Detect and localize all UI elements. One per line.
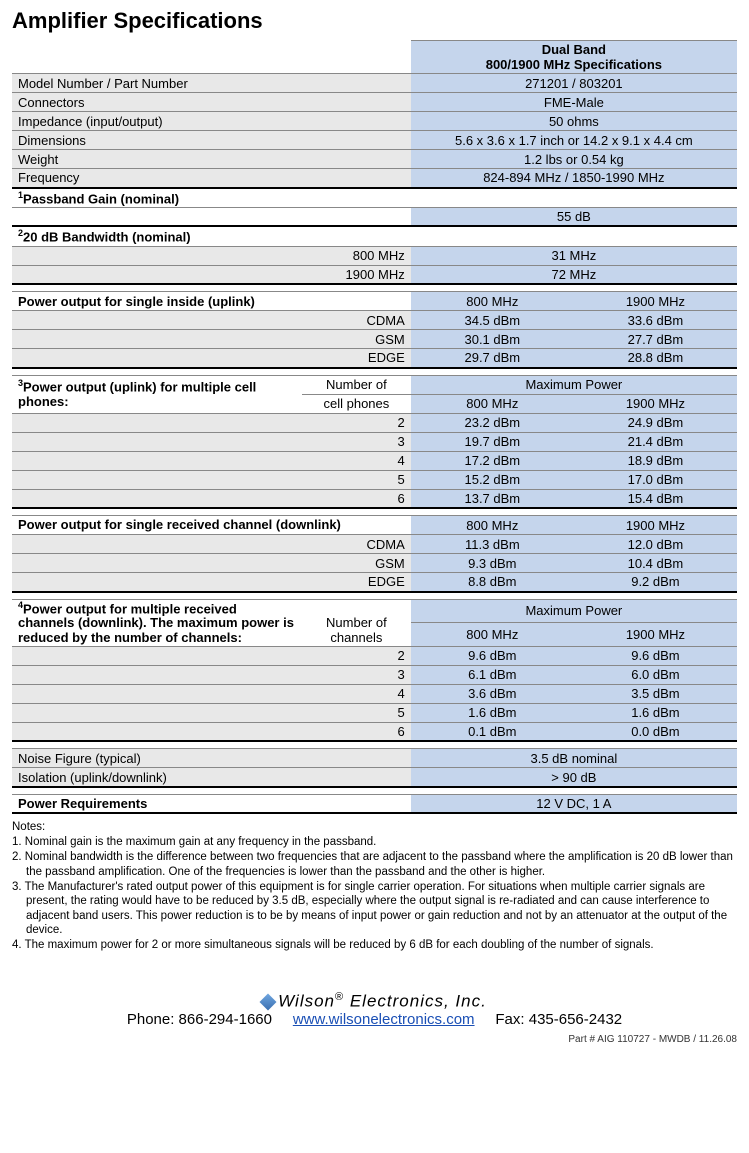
spec-table-misc: Noise Figure (typical)3.5 dB nominal Iso… [12, 748, 737, 788]
spec-table-uplink-single: Power output for single inside (uplink) … [12, 291, 737, 369]
section-row: 220 dB Bandwidth (nominal) [12, 226, 737, 246]
table-row: 43.6 dBm3.5 dBm [12, 684, 737, 703]
table-row: 613.7 dBm15.4 dBm [12, 489, 737, 508]
note-item: 4. The maximum power for 2 or more simul… [12, 938, 737, 952]
table-row: Impedance (input/output)50 ohms [12, 112, 737, 131]
table-row: 1900 MHz72 MHz [12, 265, 737, 284]
note-item: 1. Nominal gain is the maximum gain at a… [12, 835, 737, 849]
website-link[interactable]: www.wilsonelectronics.com [293, 1011, 475, 1028]
note-item: 2. Nominal bandwidth is the difference b… [12, 850, 737, 879]
table-row: 319.7 dBm21.4 dBm [12, 432, 737, 451]
diamond-icon [260, 993, 277, 1010]
table-row: 417.2 dBm18.9 dBm [12, 451, 737, 470]
table-row: EDGE8.8 dBm9.2 dBm [12, 573, 737, 592]
spec-table-downlink-multi: 4Power output for multiple received chan… [12, 599, 737, 743]
notes-block: Notes: 1. Nominal gain is the maximum ga… [12, 820, 737, 952]
table-row: 60.1 dBm0.0 dBm [12, 722, 737, 741]
table-row: 51.6 dBm1.6 dBm [12, 703, 737, 722]
table-row: Model Number / Part Number271201 / 80320… [12, 74, 737, 93]
table-row: 515.2 dBm17.0 dBm [12, 470, 737, 489]
table-row: Noise Figure (typical)3.5 dB nominal [12, 749, 737, 768]
table-row: 55 dB [12, 207, 737, 226]
contact-line: Phone: 866-294-1660 www.wilsonelectronic… [12, 1011, 737, 1028]
footer: Wilson® Electronics, Inc. Phone: 866-294… [12, 991, 737, 1029]
section-row: 3Power output (uplink) for multiple cell… [12, 375, 737, 394]
table-row: Frequency824-894 MHz / 1850-1990 MHz [12, 169, 737, 188]
table-row: Isolation (uplink/downlink)> 90 dB [12, 768, 737, 787]
spec-table-uplink-multi: 3Power output (uplink) for multiple cell… [12, 375, 737, 510]
table-row: Dimensions5.6 x 3.6 x 1.7 inch or 14.2 x… [12, 131, 737, 150]
table-row: 800 MHz31 MHz [12, 246, 737, 265]
spec-table-downlink-single: Power output for single received channel… [12, 515, 737, 593]
section-row: Power output for single inside (uplink) … [12, 292, 737, 311]
table-row: CDMA34.5 dBm33.6 dBm [12, 311, 737, 330]
header-line1: Dual Band [417, 42, 731, 57]
note-item: 3. The Manufacturer's rated output power… [12, 880, 737, 938]
company-name: Wilson® Electronics, Inc. [12, 991, 737, 1012]
phone-label: Phone: 866-294-1660 [127, 1011, 272, 1028]
section-row: 1Passband Gain (nominal) [12, 188, 737, 208]
table-row: EDGE29.7 dBm28.8 dBm [12, 349, 737, 368]
spec-table-basic: Dual Band 800/1900 MHz Specifications Mo… [12, 40, 737, 285]
table-row: GSM30.1 dBm27.7 dBm [12, 330, 737, 349]
table-row: ConnectorsFME-Male [12, 93, 737, 112]
table-row: 29.6 dBm9.6 dBm [12, 646, 737, 665]
section-row: 4Power output for multiple received chan… [12, 599, 737, 623]
part-number: Part # AIG 110727 - MWDB / 11.26.08 [12, 1034, 737, 1045]
table-row: Power Requirements12 V DC, 1 A [12, 794, 737, 813]
spec-table-power-req: Power Requirements12 V DC, 1 A [12, 794, 737, 815]
table-row: CDMA11.3 dBm12.0 dBm [12, 535, 737, 554]
table-row: 223.2 dBm24.9 dBm [12, 413, 737, 432]
fax-label: Fax: 435-656-2432 [495, 1011, 622, 1028]
table-row: 36.1 dBm6.0 dBm [12, 665, 737, 684]
notes-heading: Notes: [12, 820, 737, 834]
table-row: GSM9.3 dBm10.4 dBm [12, 554, 737, 573]
page-title: Amplifier Specifications [12, 8, 737, 34]
table-row: Weight1.2 lbs or 0.54 kg [12, 150, 737, 169]
section-row: Power output for single received channel… [12, 516, 737, 535]
header-line2: 800/1900 MHz Specifications [417, 57, 731, 72]
